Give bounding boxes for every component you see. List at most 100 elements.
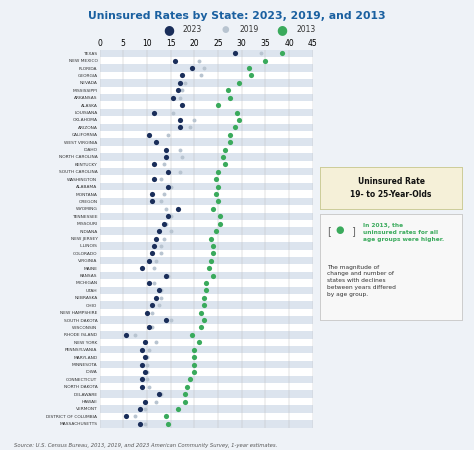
Bar [100,235,313,242]
Point [257,50,264,57]
Point [191,368,198,375]
Point [226,94,234,101]
Point [162,413,170,420]
Point [141,368,148,375]
Bar [100,64,313,72]
Bar [100,346,313,353]
Point [221,146,229,153]
Point [143,376,151,383]
Point [164,131,172,138]
Bar [100,250,313,257]
Point [146,346,153,353]
Point [176,124,184,131]
Bar [100,212,313,220]
Point [181,79,189,86]
Point [143,361,151,368]
Point [231,124,238,131]
Bar [100,72,313,79]
Point [160,190,167,198]
Point [138,361,146,368]
Point [176,146,184,153]
Point [186,124,193,131]
Point [160,235,167,242]
Bar [100,139,313,146]
Point [167,213,174,220]
Point [212,176,219,183]
Point [143,309,151,316]
Point [146,131,153,138]
Bar [100,57,313,64]
Bar [100,124,313,131]
Text: ]: ] [351,226,355,236]
Text: ●: ● [336,225,344,235]
Point [205,265,212,272]
Point [146,383,153,390]
Bar [100,242,313,250]
Point [214,168,222,176]
Point [183,383,191,390]
Point [143,368,151,375]
Text: Uninsured Rate
19- to 25-Year-Olds: Uninsured Rate 19- to 25-Year-Olds [350,177,432,198]
Point [157,294,165,302]
Point [179,87,186,94]
Point [146,279,153,287]
Point [212,228,219,235]
Point [138,383,146,390]
Point [157,287,165,294]
Point [217,213,224,220]
Point [160,161,167,168]
Point [162,316,170,324]
Point [191,346,198,353]
Point [174,405,182,413]
Point [153,339,160,346]
Point [207,257,215,264]
Point [141,339,148,346]
Bar [100,331,313,338]
Point [141,420,148,427]
Point [181,398,189,405]
Point [210,205,217,212]
Point [188,331,196,338]
Point [245,64,253,72]
Point [167,228,174,235]
Point [236,116,243,123]
Point [169,94,177,101]
Point [191,361,198,368]
Bar [100,420,313,427]
Bar [100,383,313,391]
Bar [100,368,313,376]
Point [179,102,186,109]
Point [141,354,148,361]
Point [278,50,286,57]
Bar [100,220,313,227]
Point [212,190,219,198]
Point [191,116,198,123]
Bar [100,176,313,183]
Bar [100,227,313,235]
Point [176,116,184,123]
Text: Uninsured Rates by State: 2023, 2019, and 2013: Uninsured Rates by State: 2023, 2019, an… [88,11,386,21]
Point [150,242,158,249]
Point [176,168,184,176]
Point [141,398,148,405]
Bar [100,257,313,265]
Bar [100,79,313,86]
Point [157,198,165,205]
Point [191,354,198,361]
Point [195,57,203,64]
Point [155,228,163,235]
Point [148,324,155,331]
Bar [100,272,313,279]
Point [150,176,158,183]
Point [153,235,160,242]
Bar [100,94,313,101]
Point [164,272,172,279]
Point [210,250,217,257]
Point [131,413,139,420]
Point [122,331,129,338]
Point [164,168,172,176]
Point [179,102,186,109]
Point [150,265,158,272]
Point [221,161,229,168]
Point [200,64,208,72]
